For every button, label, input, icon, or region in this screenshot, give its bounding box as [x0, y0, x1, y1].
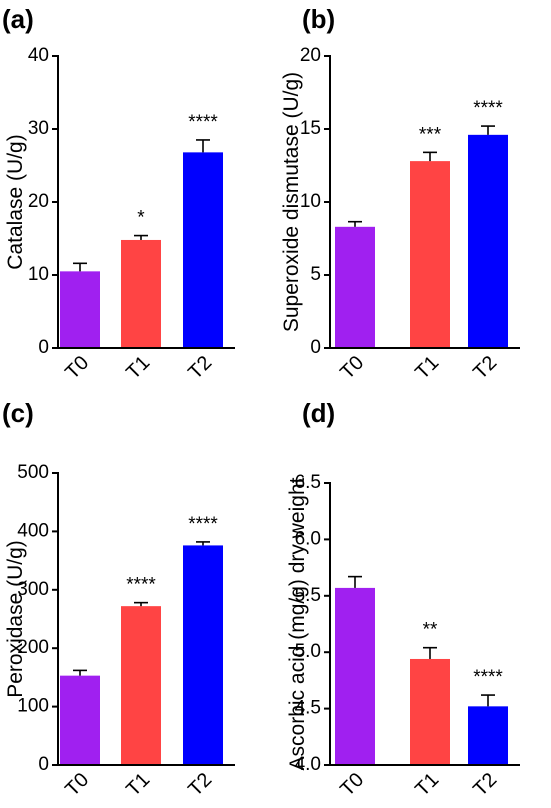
panel-label: (b)	[302, 4, 335, 34]
panel-label: (c)	[2, 398, 34, 428]
x-tick-label: T1	[122, 769, 154, 801]
bar-t1	[410, 161, 450, 348]
y-axis-label: Peroxidase (U/g)	[4, 540, 27, 698]
bar-t2	[183, 545, 223, 765]
bar-t2	[468, 706, 508, 765]
bar-t1	[121, 606, 161, 765]
bar-t0	[60, 675, 100, 765]
x-tick-label: T2	[184, 352, 216, 384]
x-tick-label: T1	[411, 769, 443, 801]
x-tick-label: T0	[336, 352, 368, 384]
y-tick-label: 5.5	[295, 585, 321, 606]
significance-label: ****	[473, 667, 503, 688]
x-tick-label: T1	[122, 352, 154, 384]
bar-t0	[335, 226, 375, 348]
y-tick-label: 6.5	[295, 472, 321, 493]
chart-panel-2: (b) Superoxide dismutase (U/g) T0 *** T1 ****…	[280, 4, 520, 384]
x-tick-label: T2	[184, 769, 216, 801]
significance-label: **	[423, 620, 438, 641]
y-axis-label: Ascorbic acid (mg/g) dry weight	[286, 477, 309, 770]
y-tick-label: 0	[38, 337, 49, 358]
x-tick-label: T0	[61, 769, 93, 801]
y-tick-label: 20	[28, 191, 49, 212]
y-tick-label: 10	[300, 191, 321, 212]
x-tick-label: T1	[411, 352, 443, 384]
y-tick-label: 10	[28, 264, 49, 285]
chart-panel-1: (a) Catalase (U/g) T0 * T1 **** T2 0 10 20 30 40	[2, 4, 235, 384]
bar-t1	[410, 658, 450, 765]
bar-t1	[121, 239, 161, 348]
y-tick-label: 6.0	[295, 528, 321, 549]
y-tick-label: 20	[300, 45, 321, 66]
y-tick-label: 0	[310, 337, 321, 358]
y-tick-label: 4.0	[295, 754, 321, 775]
panel-label: (a)	[2, 4, 34, 34]
y-tick-label: 100	[17, 696, 49, 717]
y-tick-label: 300	[17, 579, 49, 600]
y-axis-label: Superoxide dismutase (U/g)	[280, 72, 303, 332]
significance-label: ***	[419, 124, 442, 145]
y-tick-label: 400	[17, 520, 49, 541]
significance-label: ****	[188, 514, 218, 535]
panel-label: (d)	[302, 398, 335, 428]
chart-panel-4: (d) Ascorbic acid (mg/g) dry weight T0 ** T1…	[286, 398, 520, 801]
significance-label: ****	[473, 98, 503, 119]
bar-t0	[60, 271, 100, 348]
y-axis-label: Catalase (U/g)	[4, 134, 27, 269]
y-tick-label: 40	[28, 45, 49, 66]
significance-label: ****	[188, 112, 218, 133]
y-tick-label: 15	[300, 118, 321, 139]
chart-panel-3: (c) Peroxidase (U/g) T0 **** T1 **** T2 0 100 200…	[2, 398, 235, 801]
x-tick-label: T2	[469, 352, 501, 384]
bar-t0	[335, 587, 375, 765]
y-tick-label: 4.5	[295, 698, 321, 719]
bar-t2	[468, 134, 508, 348]
x-tick-label: T2	[469, 769, 501, 801]
x-tick-label: T0	[61, 352, 93, 384]
bar-t2	[183, 152, 223, 348]
y-tick-label: 500	[17, 462, 49, 483]
x-tick-label: T0	[336, 769, 368, 801]
y-tick-label: 200	[17, 637, 49, 658]
y-tick-label: 5.0	[295, 641, 321, 662]
y-tick-label: 0	[38, 754, 49, 775]
y-tick-label: 5	[310, 264, 321, 285]
significance-label: *	[137, 208, 145, 229]
significance-label: ****	[126, 575, 156, 596]
y-tick-label: 30	[28, 118, 49, 139]
